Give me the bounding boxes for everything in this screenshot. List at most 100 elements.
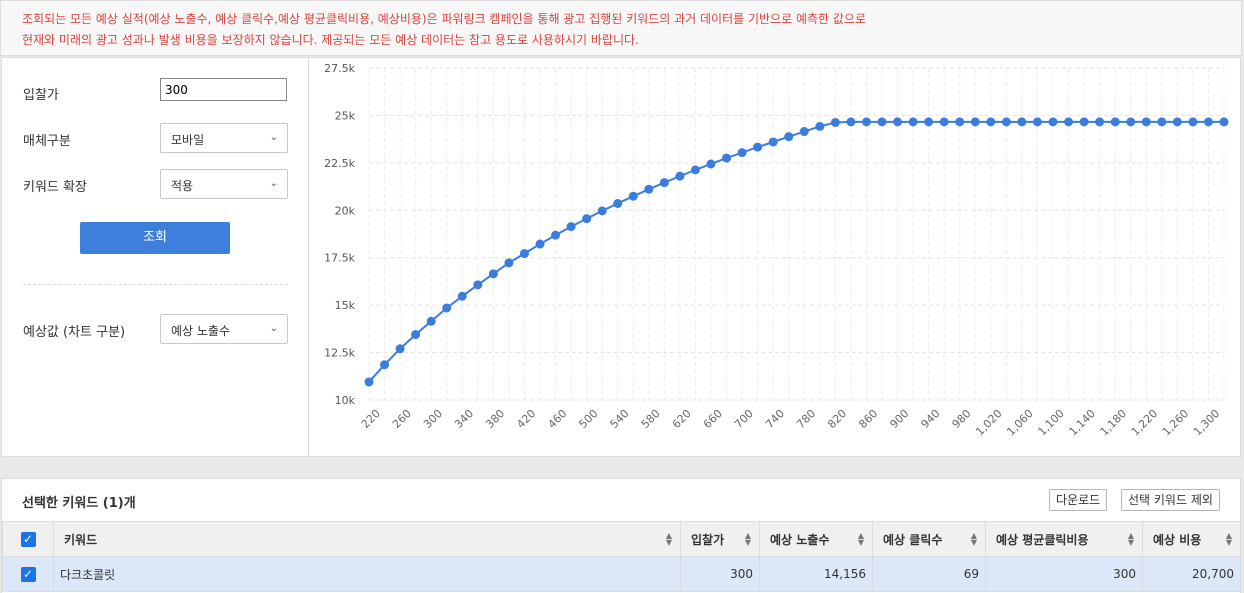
data-point xyxy=(1157,117,1167,127)
data-point xyxy=(519,249,529,259)
table-header-row: ✓ 키워드 ▲ ▼ 입찰가 ▲ ▼ 예상 노출수 ▲ ▼ 예상 클릭수 ▲ ▼ 예상 평균클릭비… xyxy=(2,521,1241,557)
media-label: 매체구분 xyxy=(23,134,71,149)
data-point xyxy=(1126,117,1136,127)
data-point xyxy=(1048,117,1058,127)
data-point xyxy=(1001,117,1011,127)
x-tick-label: 260 xyxy=(390,407,414,431)
remove-keyword-button[interactable]: 선택 키워드 제외 xyxy=(1121,489,1220,511)
data-point xyxy=(504,258,514,268)
y-tick-label: 27.5k xyxy=(324,62,355,75)
data-point xyxy=(753,142,763,152)
x-tick-label: 380 xyxy=(483,407,507,431)
sort-icon: ▲ ▼ xyxy=(665,531,672,547)
form-divider xyxy=(23,284,288,285)
data-point xyxy=(1110,117,1120,127)
data-point xyxy=(893,117,903,127)
select-all-cell: ✓ xyxy=(2,521,54,557)
data-point xyxy=(737,148,747,158)
sort-icon: ▲ ▼ xyxy=(1225,531,1232,547)
data-point xyxy=(488,269,498,279)
chevron-down-icon: ⌄ xyxy=(269,323,278,334)
checkbox-checked-icon[interactable]: ✓ xyxy=(20,531,36,547)
column-header-impressions[interactable]: 예상 노출수 ▲ ▼ xyxy=(759,521,873,557)
bid-input[interactable] xyxy=(160,78,287,101)
x-tick-label: 620 xyxy=(670,407,694,431)
data-point xyxy=(426,316,436,326)
data-point xyxy=(1095,117,1105,127)
chevron-down-icon: ⌄ xyxy=(269,132,278,143)
column-header-keyword[interactable]: 키워드 ▲ ▼ xyxy=(53,521,681,557)
data-point xyxy=(535,239,545,249)
data-point xyxy=(566,222,576,232)
data-point xyxy=(395,344,405,354)
x-tick-label: 780 xyxy=(794,407,818,431)
x-tick-label: 940 xyxy=(918,407,942,431)
column-header-label: 예상 비용 xyxy=(1153,532,1202,547)
checkbox-checked-icon[interactable]: ✓ xyxy=(20,566,36,582)
download-button[interactable]: 다운로드 xyxy=(1049,489,1108,511)
table-row[interactable]: ✓ 다크초콜릿 300 14,156 69 300 20,700 xyxy=(2,556,1241,592)
data-point xyxy=(644,184,654,194)
data-point xyxy=(690,165,700,175)
data-point xyxy=(877,117,887,127)
data-point xyxy=(939,117,949,127)
column-header-label: 예상 평균클릭비용 xyxy=(996,532,1089,547)
data-point xyxy=(908,117,918,127)
filter-form: 입찰가 매체구분 모바일 ⌄ 키워드 확장 적용 ⌄ 조회 예상값 (차트 구분… xyxy=(2,58,309,456)
x-tick-label: 1,100 xyxy=(1035,407,1066,438)
sort-icon: ▲ ▼ xyxy=(744,531,751,547)
data-point xyxy=(799,127,809,137)
x-tick-label: 1,060 xyxy=(1004,407,1035,438)
data-point xyxy=(473,280,483,290)
x-tick-label: 220 xyxy=(359,407,383,431)
forecast-chart: 27.5k 25k 22.5k 20k 17.5k 15k 12.5k 10k 220 260 30… xyxy=(309,58,1240,456)
x-tick-label: 900 xyxy=(887,407,911,431)
chart-metric-value: 예상 노출수 xyxy=(171,324,231,338)
chart-metric-select[interactable]: 예상 노출수 ⌄ xyxy=(160,314,288,344)
data-point xyxy=(955,117,965,127)
x-tick-label: 820 xyxy=(825,407,849,431)
cell-cost: 20,700 xyxy=(1142,556,1241,592)
sort-icon: ▲ ▼ xyxy=(1127,531,1134,547)
cell-impressions: 14,156 xyxy=(759,556,873,592)
y-tick-label: 10k xyxy=(335,394,356,407)
data-point xyxy=(970,117,980,127)
expand-select[interactable]: 적용 ⌄ xyxy=(160,169,288,199)
data-point xyxy=(924,117,934,127)
data-point xyxy=(706,159,716,169)
column-header-label: 예상 클릭수 xyxy=(883,532,943,547)
series-line xyxy=(368,120,1224,383)
data-point xyxy=(442,303,452,313)
column-header-bid[interactable]: 입찰가 ▲ ▼ xyxy=(680,521,760,557)
data-point xyxy=(551,230,561,240)
expand-select-value: 적용 xyxy=(171,179,194,193)
bid-label: 입찰가 xyxy=(23,88,59,103)
media-select[interactable]: 모바일 ⌄ xyxy=(160,123,288,153)
column-header-cost[interactable]: 예상 비용 ▲ ▼ xyxy=(1142,521,1241,557)
x-tick-label: 420 xyxy=(514,407,538,431)
x-tick-label: 1,020 xyxy=(973,407,1004,438)
media-select-value: 모바일 xyxy=(171,133,205,147)
x-tick-label: 860 xyxy=(856,407,880,431)
data-point xyxy=(659,178,669,188)
data-point xyxy=(628,191,638,201)
column-header-clicks[interactable]: 예상 클릭수 ▲ ▼ xyxy=(872,521,986,557)
cell-bid: 300 xyxy=(680,556,760,592)
data-point xyxy=(597,206,607,216)
data-point xyxy=(582,214,592,224)
x-tick-label: 540 xyxy=(608,407,632,431)
data-point xyxy=(411,330,421,340)
data-point xyxy=(613,198,623,208)
y-tick-label: 17.5k xyxy=(324,252,355,265)
cell-avg-cpc: 300 xyxy=(985,556,1143,592)
forecast-panel: 입찰가 매체구분 모바일 ⌄ 키워드 확장 적용 ⌄ 조회 예상값 (차트 구분… xyxy=(1,57,1241,457)
data-point xyxy=(1172,117,1182,127)
chart-select-label: 예상값 (차트 구분) xyxy=(23,325,126,340)
y-tick-label: 22.5k xyxy=(324,157,355,170)
query-button[interactable]: 조회 xyxy=(80,222,230,254)
column-header-avg-cpc[interactable]: 예상 평균클릭비용 ▲ ▼ xyxy=(985,521,1143,557)
x-tick-label: 700 xyxy=(732,407,756,431)
sort-icon: ▲ ▼ xyxy=(970,531,977,547)
x-tick-label: 300 xyxy=(421,407,445,431)
data-point xyxy=(1141,117,1151,127)
